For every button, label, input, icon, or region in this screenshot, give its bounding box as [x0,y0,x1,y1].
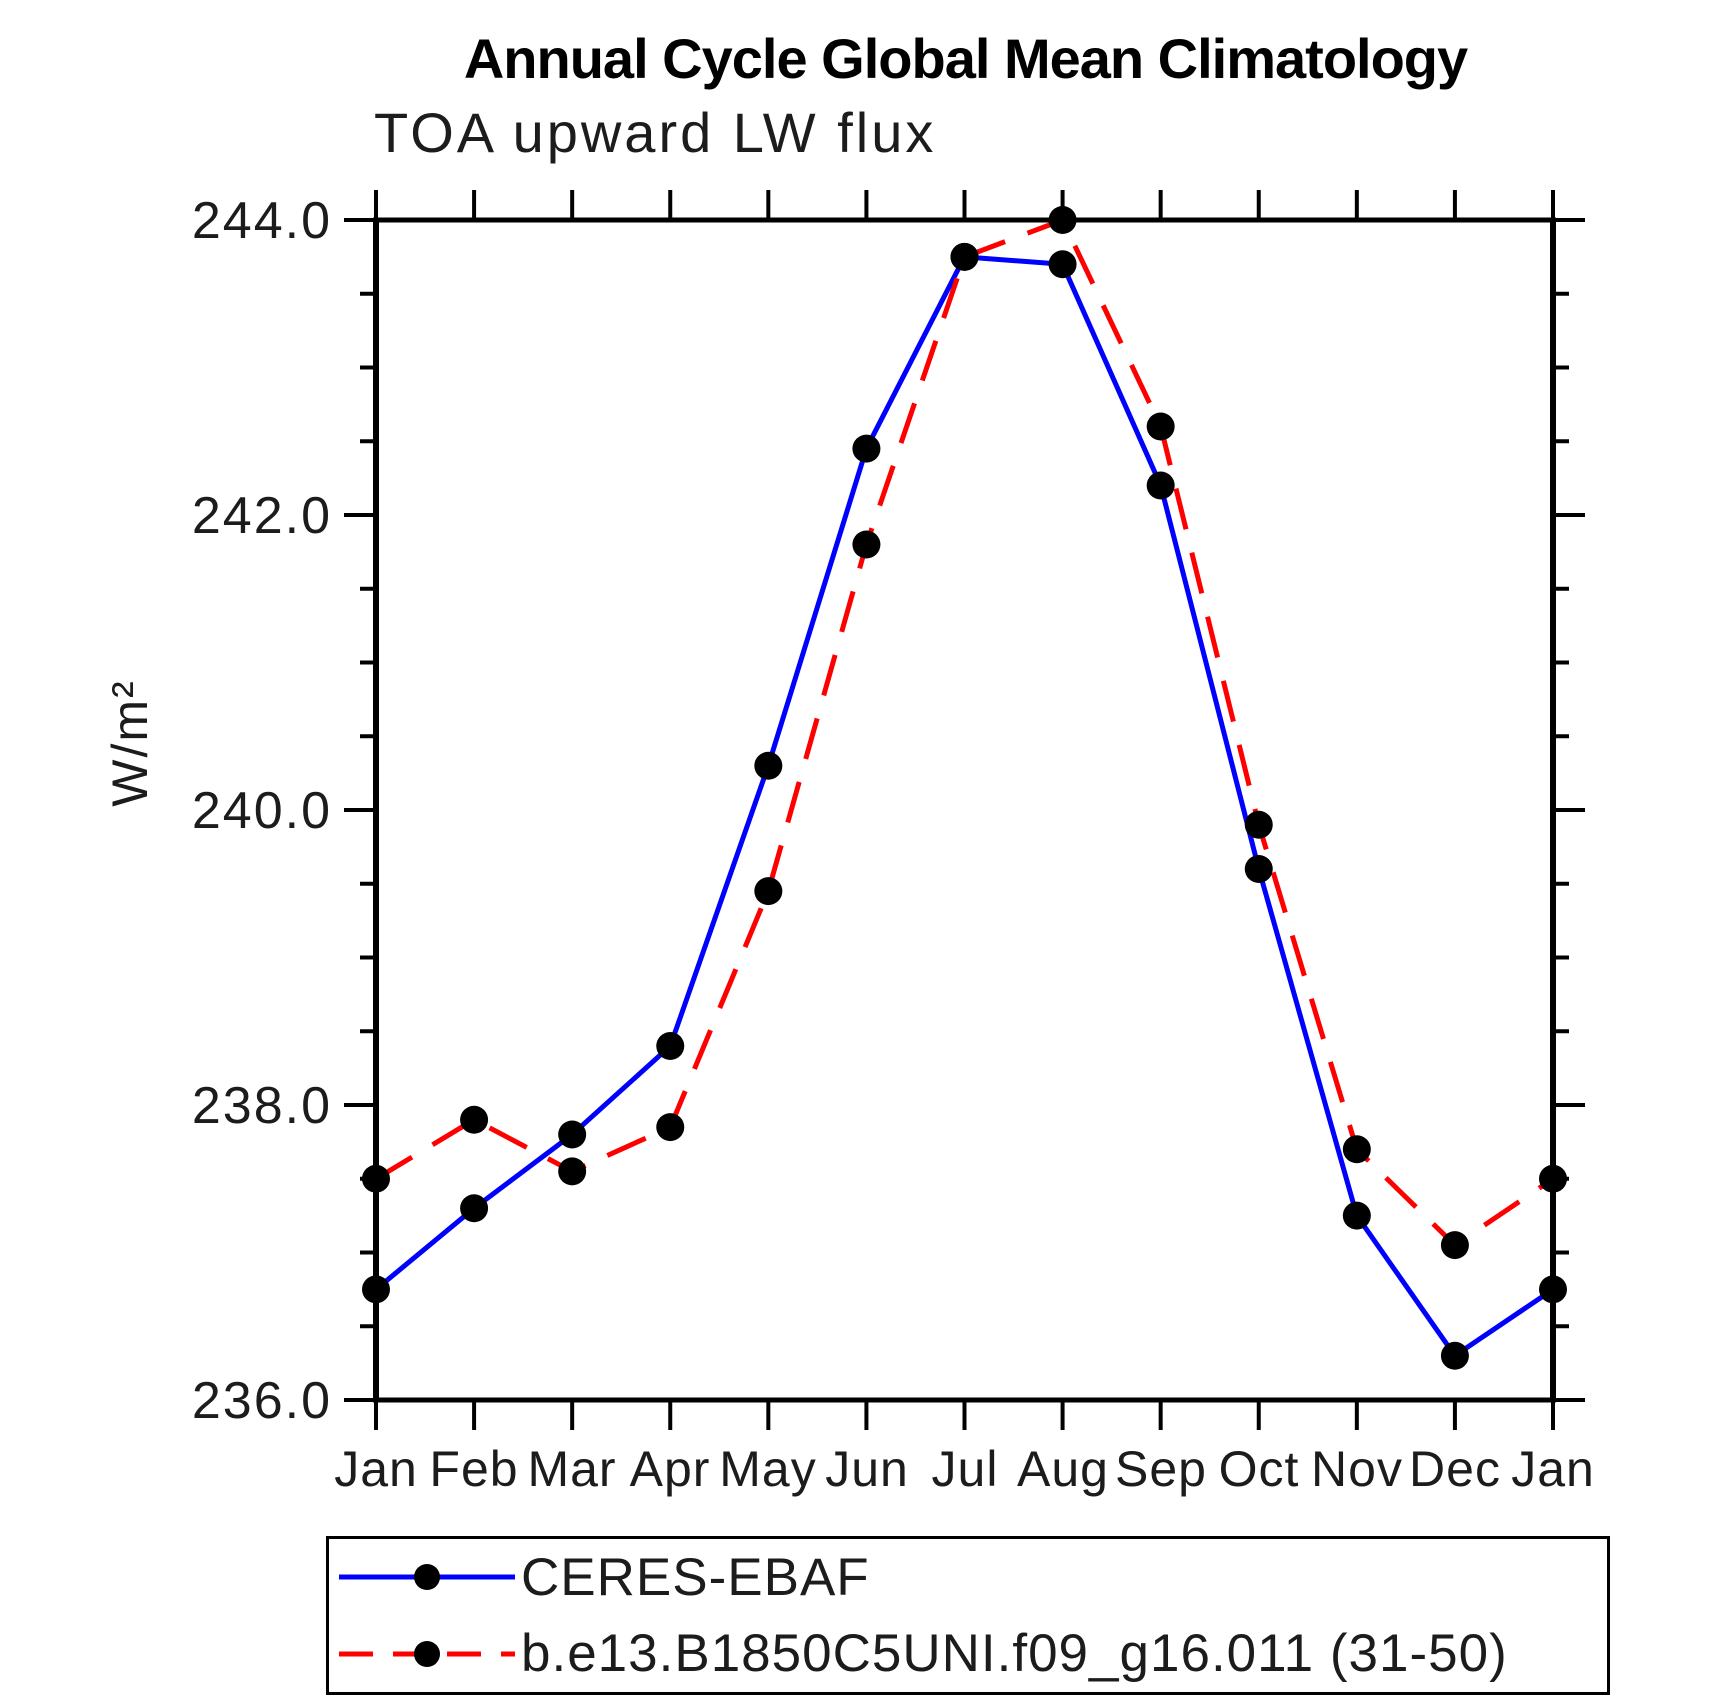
y-tick-label: 238.0 [191,1077,332,1135]
x-tick-label: Jan [1511,1441,1595,1497]
x-tick-label: May [719,1441,817,1497]
y-tick-label: 244.0 [191,192,332,250]
legend-swatch-solid-line [339,1564,515,1591]
x-tick-label: Oct [1218,1441,1300,1497]
y-axis-label: W/m² [102,679,158,807]
legend-label: CERES-EBAF [521,1547,870,1607]
legend-swatch-dashed-line [339,1640,515,1667]
legend-entry-model: b.e13.B1850C5UNI.f09_g16.011 (31-50) [329,1619,1607,1689]
x-tick-label: Dec [1409,1441,1501,1497]
x-tick-label: Mar [527,1441,617,1497]
legend-label: b.e13.B1850C5UNI.f09_g16.011 (31-50) [521,1624,1508,1684]
chart-subtitle: TOA upward LW flux [374,101,937,164]
x-tick-label: Jul [931,1441,999,1497]
x-tick-label: Nov [1311,1441,1403,1497]
legend-box: CERES-EBAF b.e13.B1850C5UNI.f09_g16.011 … [326,1536,1610,1695]
chart-title: Annual Cycle Global Mean Climatology [463,27,1468,90]
x-tick-label: Apr [629,1441,711,1497]
legend-entry-ceres: CERES-EBAF [329,1542,1607,1612]
x-tick-label: Sep [1115,1441,1207,1497]
x-tick-label: Jun [825,1441,909,1497]
y-tick-label: 236.0 [191,1372,332,1430]
x-tick-label: Jan [334,1441,418,1497]
x-tick-label: Aug [1017,1441,1109,1497]
y-tick-label: 240.0 [191,782,332,840]
x-tick-label: Feb [429,1441,519,1497]
y-tick-label: 242.0 [191,487,332,545]
